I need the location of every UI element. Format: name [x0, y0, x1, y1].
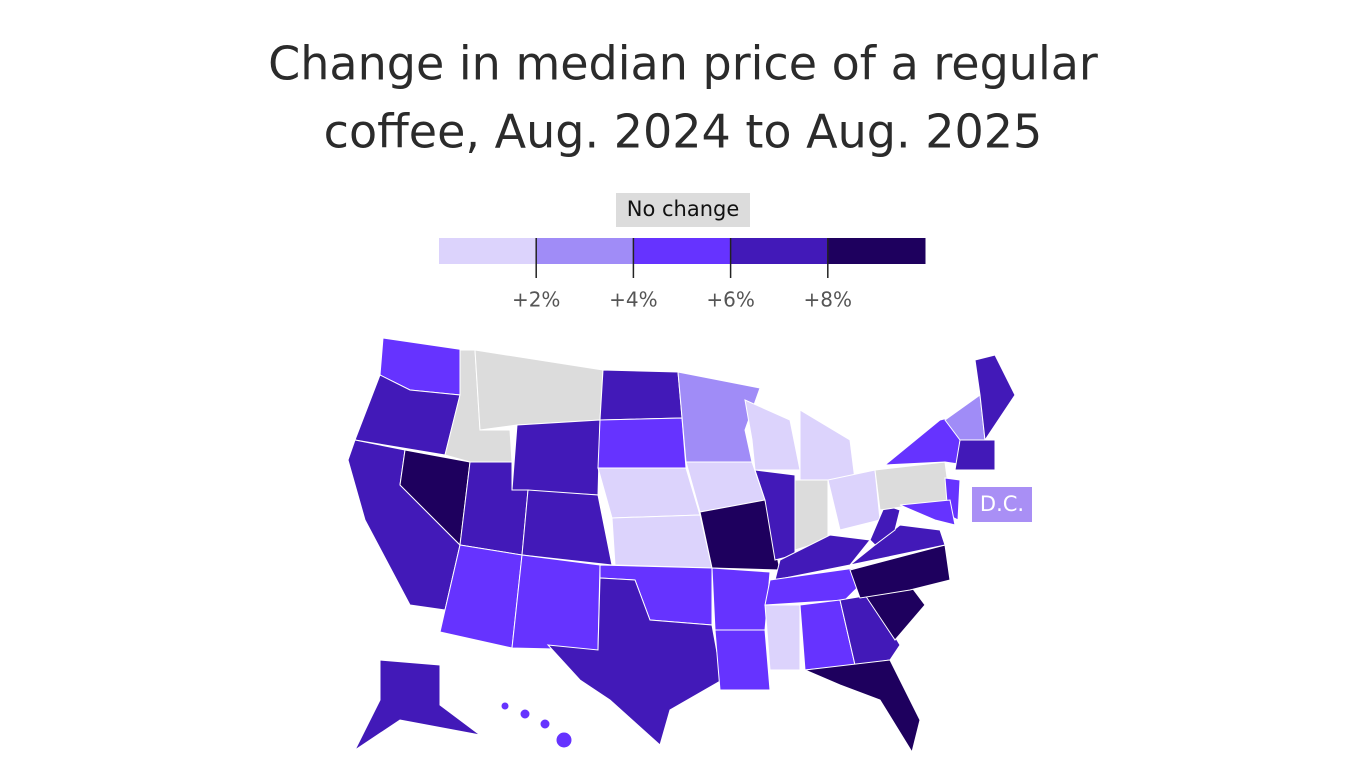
state-shape	[677, 371, 761, 463]
state-shape	[711, 567, 771, 631]
state-shape	[511, 419, 601, 496]
state-shape	[521, 489, 613, 566]
tick-label: +6%	[706, 288, 755, 312]
state-shape	[599, 369, 683, 421]
state-shape	[899, 499, 956, 526]
state-shape	[611, 514, 713, 569]
no-change-swatch	[616, 193, 750, 227]
tick-label: +4%	[609, 288, 658, 312]
state-shape	[597, 417, 687, 469]
legend-swatch	[827, 238, 926, 264]
state-shape	[869, 504, 901, 546]
state-shape	[764, 604, 801, 671]
dc-label: D.C.	[980, 492, 1024, 516]
state-shape	[539, 718, 551, 730]
state-shape	[849, 544, 951, 599]
tick-label: +2%	[512, 288, 561, 312]
title-line: coffee, Aug. 2024 to Aug. 2025	[324, 105, 1043, 159]
state-shape	[474, 349, 604, 431]
state-shape	[954, 439, 996, 471]
state-shape	[500, 701, 510, 711]
state-shape	[744, 399, 801, 471]
dc-callout	[972, 487, 1032, 522]
state-shape	[439, 544, 523, 649]
state-shape	[827, 469, 881, 531]
map	[347, 337, 1016, 754]
state-shape	[546, 577, 723, 746]
state-shape	[597, 467, 701, 519]
state-shape	[714, 629, 771, 691]
legend-swatch	[536, 238, 634, 264]
state-shape	[511, 554, 601, 651]
title-line: Change in median price of a regular	[268, 37, 1098, 91]
state-shape	[519, 708, 531, 720]
legend-swatch	[633, 238, 732, 264]
state-shape	[774, 534, 871, 581]
state-shape	[555, 731, 573, 749]
tick-label: +8%	[804, 288, 853, 312]
state-shape	[799, 409, 856, 481]
no-change-label: No change	[627, 197, 740, 221]
state-shape	[974, 354, 1016, 442]
legend-swatch	[439, 238, 537, 264]
legend-swatch	[730, 238, 829, 264]
state-shape	[803, 659, 921, 754]
state-shape	[353, 659, 481, 752]
legend: +2% +4% +6% +8%	[439, 238, 926, 312]
